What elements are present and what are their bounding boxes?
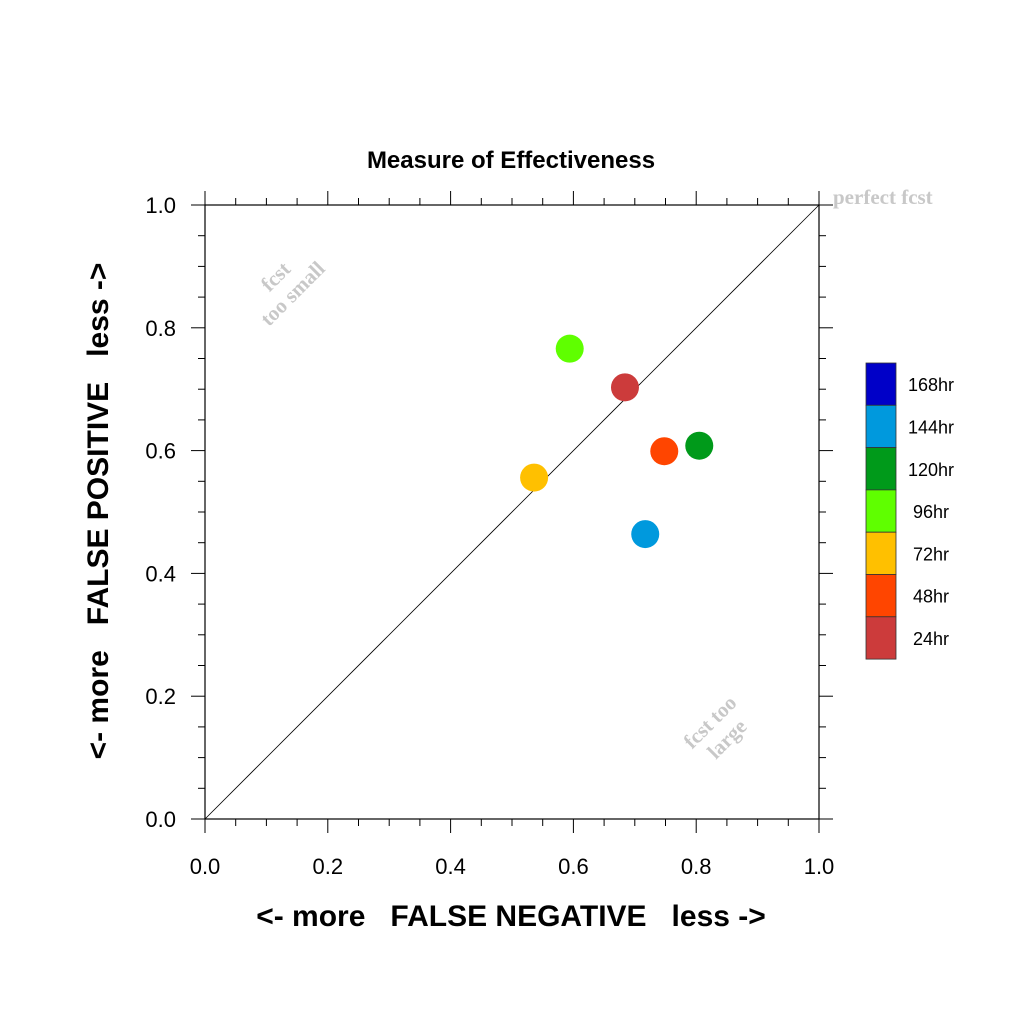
legend-label-24hr: 24hr <box>913 629 949 649</box>
x-tick-label: 0.4 <box>435 854 466 879</box>
y-tick-label: 0.8 <box>145 316 176 341</box>
legend-swatch-24hr <box>865 616 897 660</box>
point-24hr <box>610 373 639 402</box>
legend-label-144hr: 144hr <box>908 417 954 437</box>
y-tick-label: 0.6 <box>145 439 176 464</box>
x-tick-labels: 0.0 0.2 0.4 0.6 0.8 1.0 <box>190 854 835 879</box>
x-tick-label: 1.0 <box>804 854 835 879</box>
legend-label-120hr: 120hr <box>908 460 954 480</box>
x-tick-label: 0.8 <box>681 854 712 879</box>
legend: 168hr 144hr 120hr 96hr 72hr 48hr 24hr <box>865 362 954 660</box>
legend-label-96hr: 96hr <box>913 502 949 522</box>
point-72hr <box>520 463 549 492</box>
point-48hr <box>650 437 679 466</box>
legend-swatch-48hr <box>865 574 897 618</box>
legend-label-72hr: 72hr <box>913 544 949 564</box>
legend-swatch-144hr <box>865 404 897 448</box>
legend-swatch-72hr <box>865 531 897 575</box>
diagonal-line <box>204 204 820 820</box>
legend-swatch-168hr <box>865 362 897 406</box>
point-144hr <box>631 520 660 549</box>
legend-label-168hr: 168hr <box>908 375 954 395</box>
point-96hr <box>555 334 584 363</box>
y-tick-label: 0.4 <box>145 561 176 586</box>
legend-swatch-120hr <box>865 447 897 491</box>
y-tick-label: 1.0 <box>145 193 176 218</box>
annotation-too-small: fcst too small <box>255 256 329 330</box>
x-axis-label: <- more FALSE NEGATIVE less -> <box>256 900 766 933</box>
x-tick-label: 0.2 <box>313 854 344 879</box>
y-tick-label: 0.2 <box>145 684 176 709</box>
y-tick-label: 0.0 <box>145 807 176 832</box>
legend-label-48hr: 48hr <box>913 587 949 607</box>
y-axis-label: <- more FALSE POSITIVE less -> <box>82 263 115 760</box>
x-tick-label: 0.6 <box>558 854 589 879</box>
tick-marks <box>191 191 833 833</box>
annotation-too-large: fcst too large <box>679 691 752 764</box>
y-tick-labels: 0.0 0.2 0.4 0.6 0.8 1.0 <box>145 193 176 832</box>
data-points <box>520 334 714 549</box>
x-tick-label: 0.0 <box>190 854 221 879</box>
legend-swatch-96hr <box>865 489 897 533</box>
chart-title: Measure of Effectiveness <box>367 147 655 174</box>
point-120hr <box>685 431 714 460</box>
annotation-perfect-fcst: perfect fcst <box>833 185 933 209</box>
